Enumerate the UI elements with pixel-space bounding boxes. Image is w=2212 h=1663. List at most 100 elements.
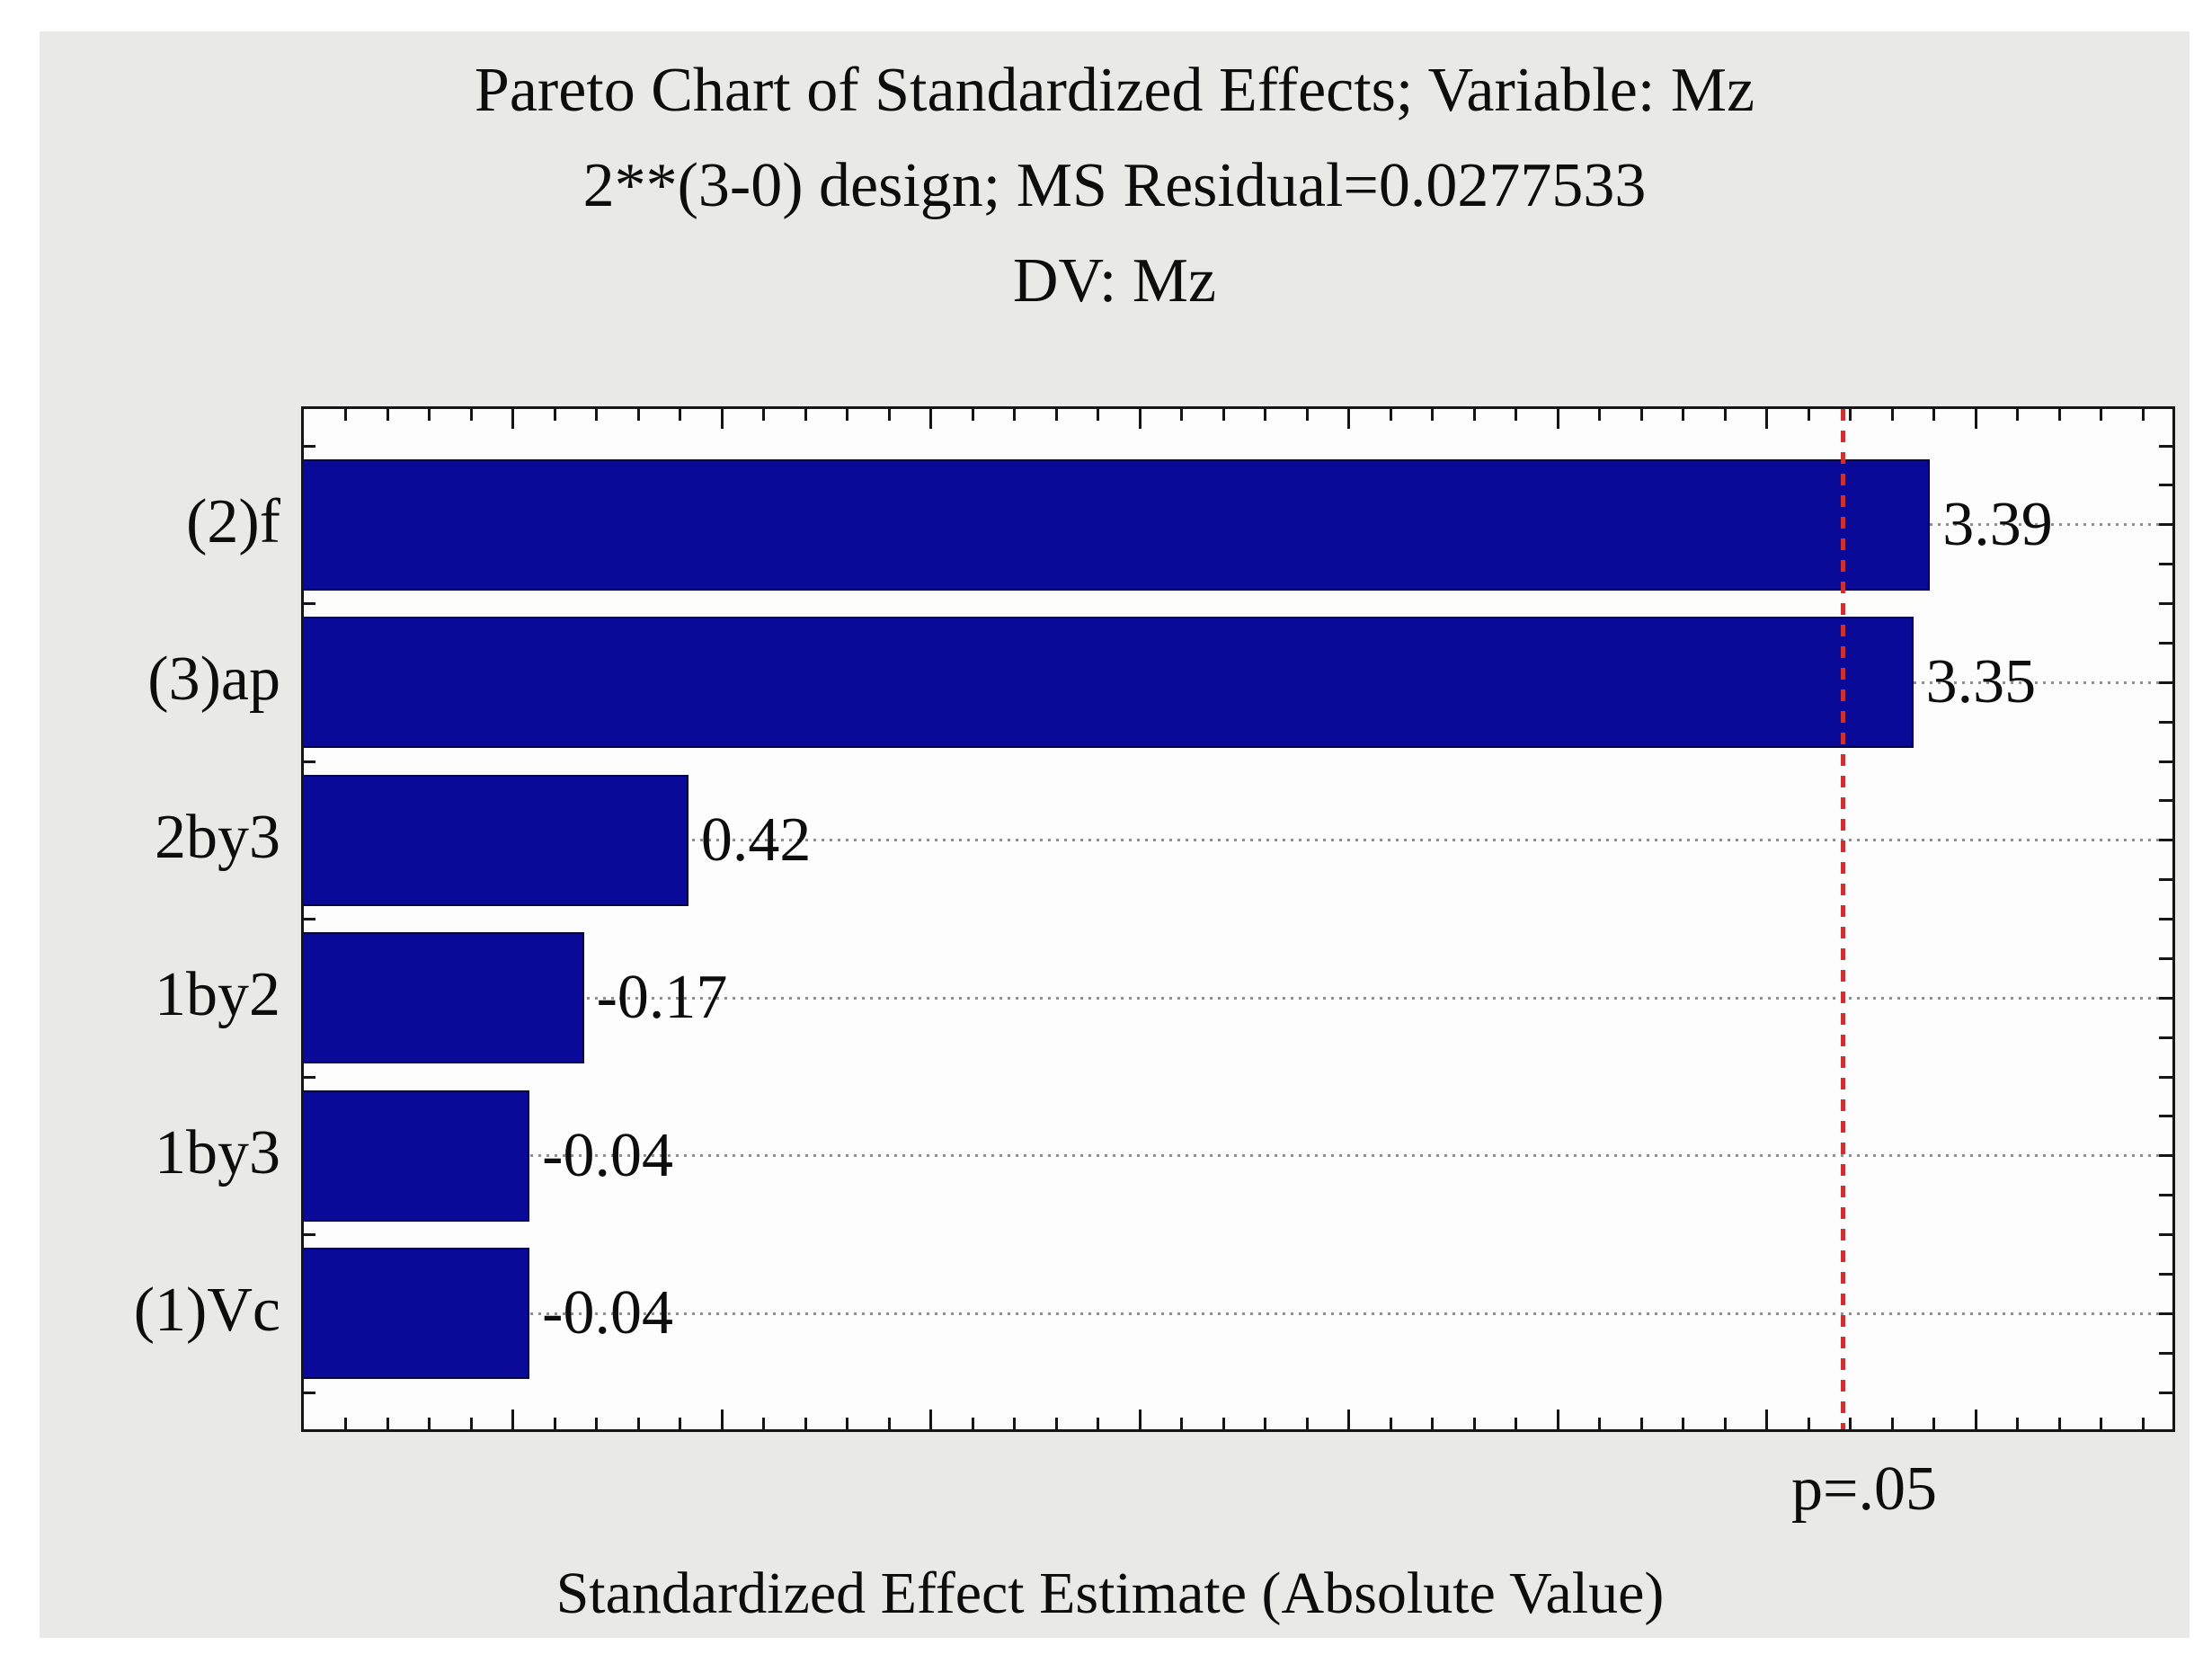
y-axis-tick-right bbox=[2159, 602, 2172, 605]
bar-value-label: 0.42 bbox=[700, 805, 812, 875]
x-axis-tick-bottom bbox=[720, 1410, 724, 1429]
x-axis-tick-bottom bbox=[2016, 1418, 2020, 1429]
x-axis-tick-bottom bbox=[1431, 1418, 1435, 1429]
x-axis-tick-top bbox=[1974, 409, 1977, 429]
x-axis-tick-top bbox=[846, 409, 849, 421]
x-axis-tick-top bbox=[1682, 409, 1685, 421]
x-axis-tick-top bbox=[971, 409, 974, 421]
x-axis-tick-bottom bbox=[1347, 1410, 1351, 1429]
y-axis-tick-right bbox=[2159, 680, 2172, 684]
category-axis-labels: (2)f (3)ap 2by3 1by2 1by3 (1)Vc bbox=[49, 406, 280, 1427]
y-axis-tick-right bbox=[2159, 484, 2172, 487]
x-axis-tick-top bbox=[1765, 409, 1769, 429]
gridline bbox=[304, 996, 2172, 1000]
x-axis-tick-top bbox=[1556, 409, 1559, 429]
x-axis-tick-bottom bbox=[553, 1418, 556, 1429]
x-axis-tick-top bbox=[1890, 409, 1894, 421]
y-axis-tick-right bbox=[2159, 1391, 2172, 1394]
x-axis-tick-bottom bbox=[2100, 1418, 2103, 1429]
x-axis-tick-top bbox=[720, 409, 724, 429]
y-axis-tick-right bbox=[2159, 523, 2172, 527]
x-axis-tick-top bbox=[679, 409, 682, 421]
x-axis-tick-bottom bbox=[1598, 1418, 1602, 1429]
x-axis-tick-bottom bbox=[1515, 1418, 1518, 1429]
x-axis-tick-top bbox=[344, 409, 347, 421]
x-axis-tick-top bbox=[2016, 409, 2020, 421]
x-axis-tick-bottom bbox=[1556, 1410, 1559, 1429]
bar-value-label: -0.04 bbox=[542, 1278, 673, 1348]
x-axis-tick-bottom bbox=[1389, 1418, 1392, 1429]
gridline bbox=[304, 1312, 2172, 1315]
x-axis-tick-bottom bbox=[762, 1418, 766, 1429]
significance-line bbox=[1841, 409, 1845, 1429]
x-axis-tick-bottom bbox=[595, 1418, 599, 1429]
x-axis-tick-top bbox=[1097, 409, 1100, 421]
x-axis-tick-bottom bbox=[1974, 1410, 1977, 1429]
chart-title: Pareto Chart of Standardized Effects; Va… bbox=[474, 56, 1755, 125]
bar bbox=[304, 932, 584, 1064]
x-axis-tick-bottom bbox=[2141, 1418, 2145, 1429]
bar-value-label: 3.39 bbox=[1942, 489, 2053, 559]
gridline bbox=[304, 839, 2172, 842]
x-axis-tick-bottom bbox=[887, 1418, 891, 1429]
y-axis-tick-left bbox=[304, 918, 315, 920]
y-axis-tick-right bbox=[2159, 1272, 2172, 1276]
x-axis-tick-top bbox=[636, 409, 640, 421]
x-axis-tick-bottom bbox=[971, 1418, 974, 1429]
x-axis-tick-bottom bbox=[679, 1418, 682, 1429]
category-label: (1)Vc bbox=[133, 1276, 280, 1346]
x-axis-tick-top bbox=[2057, 409, 2061, 421]
x-axis-tick-bottom bbox=[1097, 1418, 1100, 1429]
category-label: 1by3 bbox=[155, 1117, 280, 1187]
gridline bbox=[304, 1154, 2172, 1158]
x-axis-tick-bottom bbox=[1723, 1418, 1727, 1429]
x-axis-tick-bottom bbox=[1013, 1418, 1017, 1429]
x-axis-tick-bottom bbox=[929, 1410, 933, 1429]
y-axis-tick-left bbox=[304, 760, 315, 763]
y-axis-tick-right bbox=[2159, 1351, 2172, 1355]
x-axis-tick-top bbox=[1807, 409, 1810, 421]
x-axis-tick-bottom bbox=[1682, 1418, 1685, 1429]
y-axis-tick-right bbox=[2159, 1115, 2172, 1118]
x-axis-tick-top bbox=[762, 409, 766, 421]
x-axis-tick-bottom bbox=[804, 1418, 807, 1429]
x-axis-tick-bottom bbox=[1221, 1418, 1225, 1429]
x-axis-tick-bottom bbox=[428, 1418, 431, 1429]
x-axis-tick-top bbox=[1515, 409, 1518, 421]
x-axis-tick-bottom bbox=[1138, 1410, 1142, 1429]
x-axis-tick-bottom bbox=[1180, 1418, 1184, 1429]
y-axis-tick-right bbox=[2159, 1233, 2172, 1236]
y-axis-tick-right bbox=[2159, 760, 2172, 763]
y-axis-tick-right bbox=[2159, 1075, 2172, 1079]
x-axis-tick-top bbox=[1347, 409, 1351, 429]
x-axis-tick-top bbox=[1598, 409, 1602, 421]
y-axis-tick-right bbox=[2159, 641, 2172, 645]
x-axis-tick-bottom bbox=[1639, 1418, 1643, 1429]
x-axis-tick-top bbox=[428, 409, 431, 421]
x-axis-tick-top bbox=[929, 409, 933, 429]
chart-title-block: Pareto Chart of Standardized Effects; Va… bbox=[40, 43, 2190, 329]
x-axis-tick-top bbox=[1639, 409, 1643, 421]
x-axis-tick-bottom bbox=[1807, 1418, 1810, 1429]
y-axis-tick-right bbox=[2159, 1194, 2172, 1197]
x-axis-tick-top bbox=[1389, 409, 1392, 421]
x-axis-tick-top bbox=[1305, 409, 1309, 421]
x-axis-tick-top bbox=[1264, 409, 1267, 421]
bar bbox=[304, 458, 1931, 591]
bar bbox=[304, 1248, 530, 1380]
x-axis-tick-top bbox=[887, 409, 891, 421]
x-axis-tick-top bbox=[511, 409, 515, 429]
bar-value-label: -0.04 bbox=[542, 1120, 673, 1190]
x-axis-tick-bottom bbox=[2057, 1418, 2061, 1429]
x-axis-tick-top bbox=[1472, 409, 1476, 421]
x-axis-tick-bottom bbox=[1890, 1418, 1894, 1429]
y-axis-tick-left bbox=[304, 602, 315, 605]
x-axis-tick-top bbox=[553, 409, 556, 421]
x-axis-tick-top bbox=[1013, 409, 1017, 421]
x-axis-tick-top bbox=[1180, 409, 1184, 421]
x-axis-tick-bottom bbox=[386, 1418, 389, 1429]
x-axis-tick-top bbox=[469, 409, 473, 421]
y-axis-tick-left bbox=[304, 444, 315, 448]
y-axis-tick-right bbox=[2159, 563, 2172, 566]
sig-line-label: p=.05 bbox=[1791, 1454, 1937, 1524]
